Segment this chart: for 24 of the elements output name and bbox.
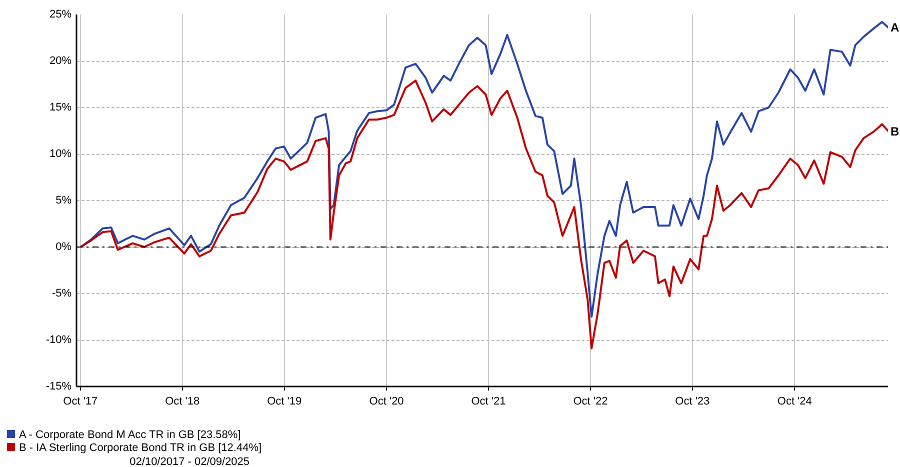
y-tick-label: 5%	[56, 194, 72, 206]
x-tick-label: Oct '21	[471, 396, 506, 408]
x-tick-label: Oct '17	[63, 396, 98, 408]
legend-label: A - Corporate Bond M Acc TR in GB [23.58%]	[18, 429, 242, 442]
x-tick-label: Oct '22	[573, 396, 608, 408]
x-tick-label: Oct '20	[369, 396, 404, 408]
y-tick-label: -15%	[46, 380, 72, 392]
y-tick-label: -10%	[46, 334, 72, 346]
y-tick-label: 0%	[56, 241, 72, 253]
y-tick-label: -5%	[52, 288, 72, 300]
y-tick-label: 15%	[49, 102, 72, 114]
annotation: A	[890, 20, 900, 35]
annotation: B	[890, 124, 900, 138]
x-tick-label: Oct '18	[165, 396, 200, 408]
line-series	[80, 20, 888, 318]
y-tick-label: 25%	[49, 8, 72, 20]
x-tick-label: Oct '24	[777, 396, 812, 408]
text: 02/10/2017 - 02/09/2025	[128, 455, 251, 467]
x-tick-label: Oct '19	[267, 396, 302, 408]
x-tick-label: Oct '23	[675, 396, 710, 408]
line-series	[80, 80, 888, 350]
y-tick-label: 10%	[49, 148, 72, 160]
y-tick-label: 20%	[49, 55, 72, 67]
legend-label: B - IA Sterling Corporate Bond TR in GB [12.44%]	[18, 442, 262, 455]
